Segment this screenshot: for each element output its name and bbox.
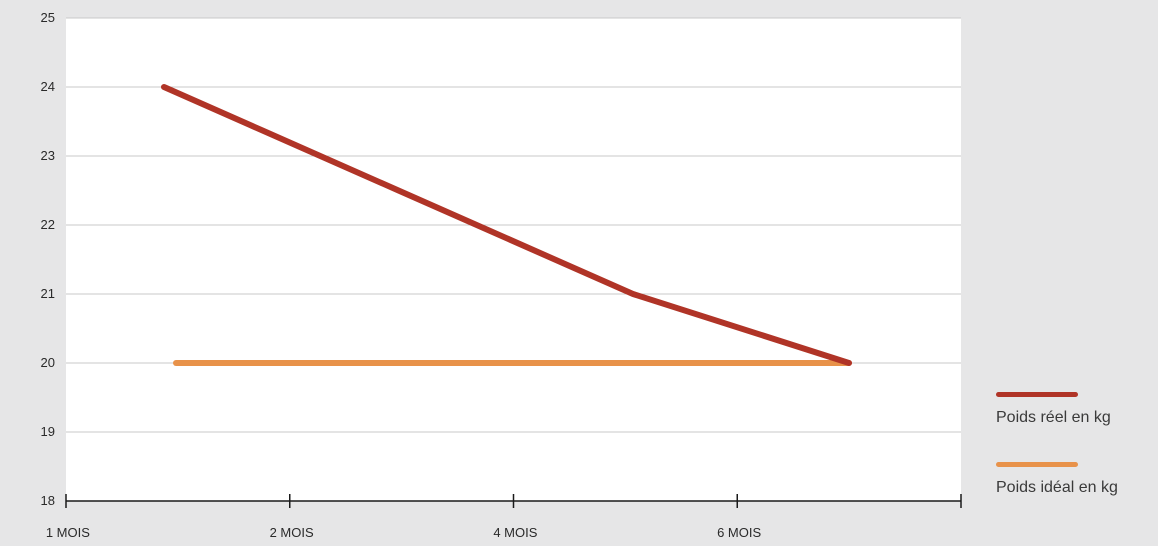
legend-label-actual: Poids réel en kg	[996, 409, 1111, 426]
x-tick-label: 6 MOIS	[717, 525, 761, 540]
legend: Poids réel en kg Poids idéal en kg	[996, 392, 1158, 532]
legend-item-ideal: Poids idéal en kg	[996, 462, 1158, 532]
legend-label-ideal: Poids idéal en kg	[996, 479, 1118, 496]
y-tick-label: 22	[41, 217, 55, 232]
x-tick-label: 1 MOIS	[46, 525, 90, 540]
x-tick-label: 2 MOIS	[270, 525, 314, 540]
legend-swatch-actual	[996, 392, 1078, 397]
y-tick-label: 19	[41, 424, 55, 439]
legend-swatch-ideal	[996, 462, 1078, 467]
plot-area	[66, 18, 961, 501]
series-line-actual	[161, 84, 852, 366]
y-tick-label: 23	[41, 148, 55, 163]
y-tick-label: 25	[41, 10, 55, 25]
legend-item-actual: Poids réel en kg	[996, 392, 1158, 462]
y-tick-label: 21	[41, 286, 55, 301]
y-tick-label: 20	[41, 355, 55, 370]
y-tick-label: 18	[41, 493, 55, 508]
y-tick-label: 24	[41, 79, 55, 94]
x-tick-label: 4 MOIS	[493, 525, 537, 540]
